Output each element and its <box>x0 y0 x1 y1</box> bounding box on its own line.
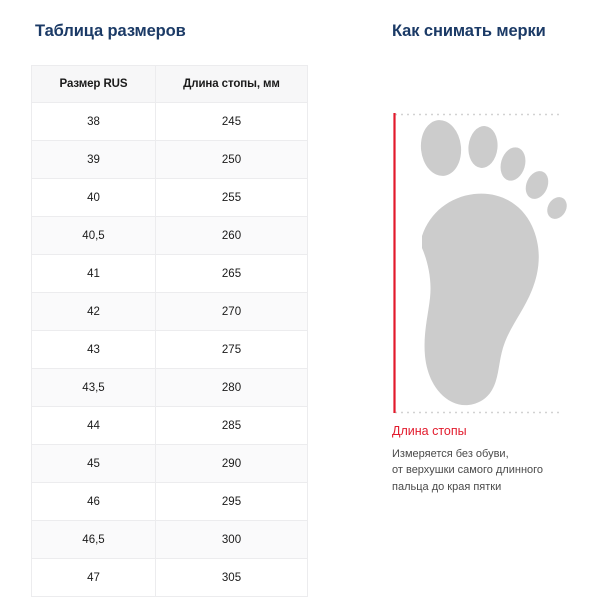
caption-line: пальца до края пятки <box>392 480 502 493</box>
cell-foot-length: 270 <box>155 292 308 331</box>
table-row: 46 295 <box>31 482 308 521</box>
measurement-caption: Длина стопы Измеряется без обуви, от верх… <box>392 424 602 496</box>
table-row: 46,5 300 <box>31 520 308 559</box>
table-row: 44 285 <box>31 406 308 445</box>
toe-5-little <box>547 197 567 219</box>
cell-foot-length: 255 <box>155 178 308 217</box>
foot-sole-shape <box>422 193 539 406</box>
cell-size-rus: 40 <box>31 178 156 217</box>
cell-size-rus: 45 <box>31 444 156 483</box>
cell-size-rus: 43 <box>31 330 156 369</box>
cell-foot-length: 265 <box>155 254 308 293</box>
size-table: Размер RUS Длина стопы, мм 38 245 39 250 40 2… <box>31 65 308 597</box>
table-row: 41 265 <box>31 254 308 293</box>
cell-size-rus: 44 <box>31 406 156 445</box>
size-table-head: Размер RUS Длина стопы, мм <box>31 65 308 103</box>
table-row: 43 275 <box>31 330 308 369</box>
toe-3 <box>500 147 526 181</box>
size-table-title: Таблица размеров <box>35 22 186 40</box>
cell-size-rus: 39 <box>31 140 156 179</box>
caption-line: от верхушки самого длинного <box>392 464 544 477</box>
cell-size-rus: 41 <box>31 254 156 293</box>
toe-4 <box>525 171 549 199</box>
column-header-foot-length: Длина стопы, мм <box>155 65 308 103</box>
table-row: 42 270 <box>31 292 308 331</box>
cell-foot-length: 305 <box>155 558 308 597</box>
table-row: 38 245 <box>31 102 308 141</box>
column-header-size-rus: Размер RUS <box>31 65 156 103</box>
cell-foot-length: 275 <box>155 330 308 369</box>
cell-size-rus: 46,5 <box>31 520 156 559</box>
caption-description: Измеряется без обуви, от верхушки самого … <box>392 446 602 496</box>
table-row: 39 250 <box>31 140 308 179</box>
foot-outline-icon <box>393 113 567 414</box>
cell-size-rus: 38 <box>31 102 156 141</box>
cell-foot-length: 290 <box>155 444 308 483</box>
size-table-body: 38 245 39 250 40 255 40,5 260 41 265 42 270 43 275 43,… <box>31 102 308 597</box>
table-row: 45 290 <box>31 444 308 483</box>
cell-size-rus: 47 <box>31 558 156 597</box>
cell-foot-length: 300 <box>155 520 308 559</box>
cell-foot-length: 250 <box>155 140 308 179</box>
measurement-guide-title: Как снимать мерки <box>392 22 546 40</box>
table-header-row: Размер RUS Длина стопы, мм <box>31 65 308 103</box>
cell-size-rus: 40,5 <box>31 216 156 255</box>
cell-foot-length: 285 <box>155 406 308 445</box>
table-row: 40,5 260 <box>31 216 308 255</box>
cell-size-rus: 43,5 <box>31 368 156 407</box>
cell-foot-length: 245 <box>155 102 308 141</box>
cell-size-rus: 42 <box>31 292 156 331</box>
caption-title-foot-length: Длина стопы <box>392 424 467 438</box>
table-row: 43,5 280 <box>31 368 308 407</box>
toe-1-big <box>420 120 462 176</box>
toe-2 <box>468 126 498 168</box>
table-row: 40 255 <box>31 178 308 217</box>
cell-size-rus: 46 <box>31 482 156 521</box>
table-row: 47 305 <box>31 558 308 597</box>
foot-measurement-diagram <box>392 108 592 420</box>
cell-foot-length: 295 <box>155 482 308 521</box>
cell-foot-length: 260 <box>155 216 308 255</box>
caption-line: Измеряется без обуви, <box>392 447 509 460</box>
cell-foot-length: 280 <box>155 368 308 407</box>
